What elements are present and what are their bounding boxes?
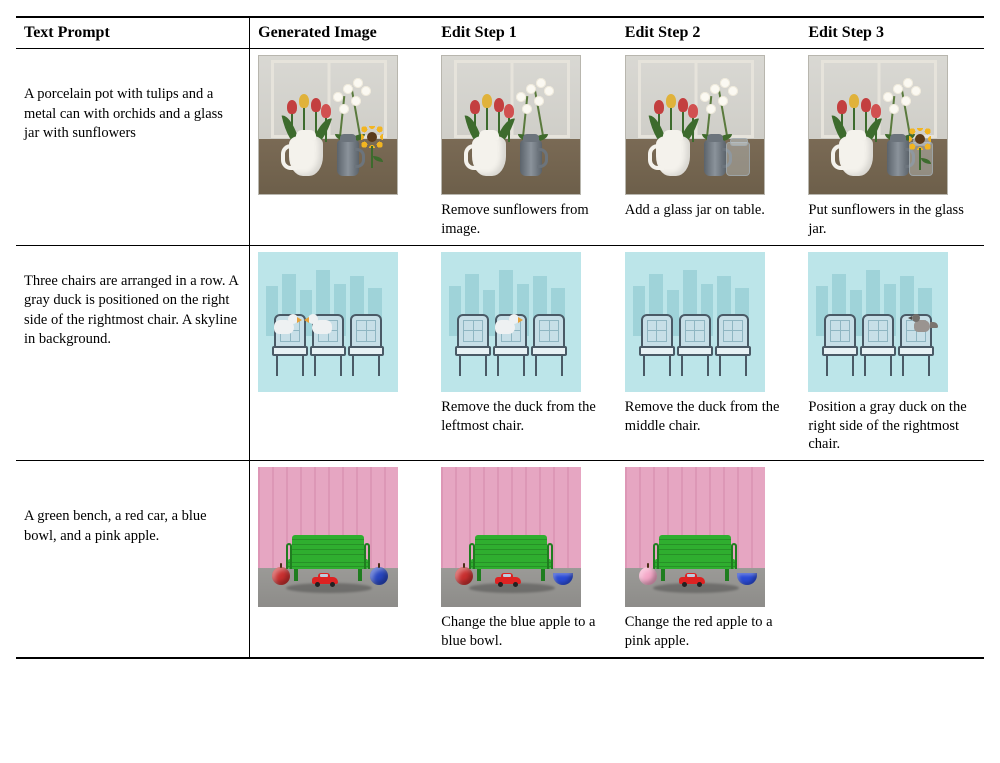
edit2-image (625, 55, 765, 195)
edit2-image (625, 467, 765, 607)
edit2-image (625, 252, 765, 392)
caption (258, 398, 425, 413)
caption: Remove the duck from the middle chair. (625, 398, 793, 436)
edit3-empty (800, 461, 984, 658)
prompt-text: A green bench, a red car, a blue bowl, a… (24, 467, 241, 546)
edit1-image (441, 252, 581, 392)
caption (258, 201, 425, 216)
edit3-image (808, 55, 948, 195)
table-row: A porcelain pot with tulips and a metal … (16, 49, 984, 246)
caption: Remove sunflowers from image. (441, 201, 609, 239)
caption: Put sunflowers in the glass jar. (808, 201, 976, 239)
prompt-text: Three chairs are arranged in a row. A gr… (24, 252, 241, 350)
edit1-image (441, 467, 581, 607)
edit1-image (441, 55, 581, 195)
header-prompt: Text Prompt (16, 17, 250, 49)
header-edit2: Edit Step 2 (617, 17, 801, 49)
caption (258, 613, 425, 628)
caption: Position a gray duck on the right side o… (808, 398, 976, 455)
header-generated: Generated Image (250, 17, 434, 49)
generated-image (258, 55, 398, 195)
prompt-text: A porcelain pot with tulips and a metal … (24, 55, 241, 144)
generated-image (258, 467, 398, 607)
caption: Change the red apple to a pink apple. (625, 613, 793, 651)
table-row: A green bench, a red car, a blue bowl, a… (16, 461, 984, 658)
caption: Add a glass jar on table. (625, 201, 793, 220)
header-edit1: Edit Step 1 (433, 17, 617, 49)
results-table: Text Prompt Generated Image Edit Step 1 … (16, 16, 984, 659)
header-row: Text Prompt Generated Image Edit Step 1 … (16, 17, 984, 49)
caption: Change the blue apple to a blue bowl. (441, 613, 609, 651)
edit3-image (808, 252, 948, 392)
caption: Remove the duck from the leftmost chair. (441, 398, 609, 436)
generated-image (258, 252, 398, 392)
header-edit3: Edit Step 3 (800, 17, 984, 49)
table-row: Three chairs are arranged in a row. A gr… (16, 245, 984, 461)
